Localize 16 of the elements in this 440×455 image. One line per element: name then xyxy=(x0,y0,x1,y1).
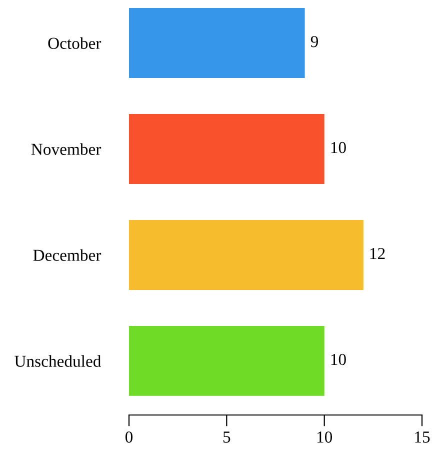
data-label: 12 xyxy=(370,248,385,259)
y-tick-label: December xyxy=(33,249,102,261)
data-label: 10 xyxy=(331,142,346,154)
x-tick-label: 5 xyxy=(223,432,230,443)
data-label: 10 xyxy=(331,354,346,366)
y-tick-label: Unscheduled xyxy=(14,355,102,367)
x-tick-label: 10 xyxy=(317,431,332,443)
data-label: 9 xyxy=(310,36,318,48)
bar xyxy=(129,326,324,396)
x-tick-label: 15 xyxy=(415,432,430,443)
bar xyxy=(129,220,364,290)
bar xyxy=(129,114,324,184)
bar xyxy=(129,8,305,78)
x-tick-label: 0 xyxy=(125,431,133,443)
y-tick-label: November xyxy=(31,143,102,155)
y-tick-label: October xyxy=(48,37,102,49)
